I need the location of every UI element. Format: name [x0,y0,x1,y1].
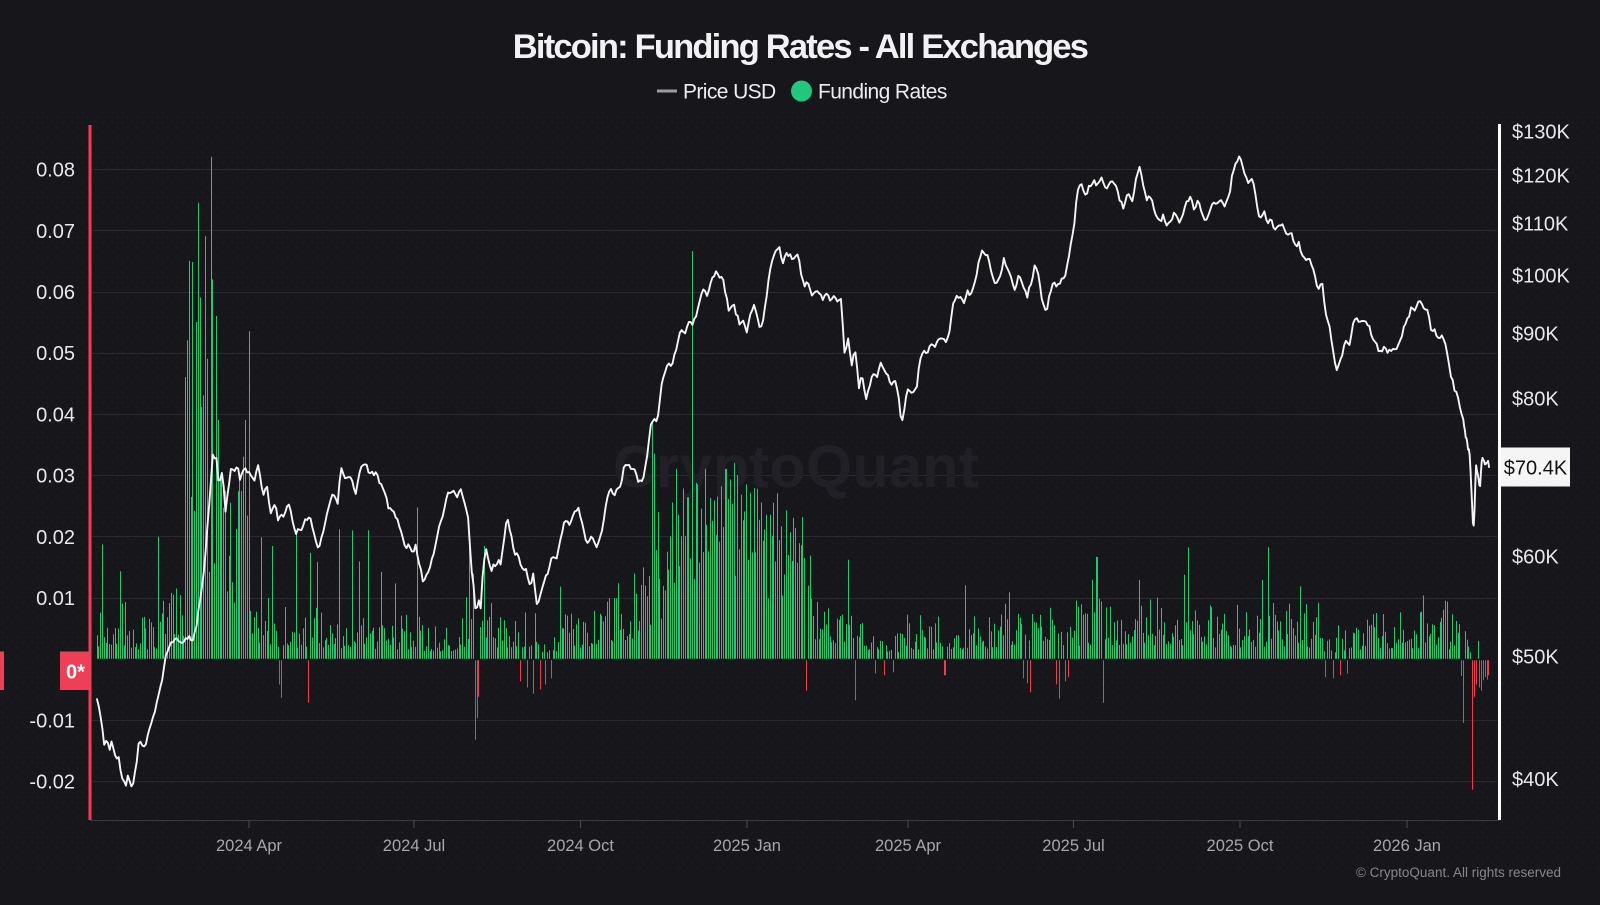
svg-text:0.06: 0.06 [36,282,75,304]
svg-text:0.03: 0.03 [36,466,75,488]
svg-text:0.08: 0.08 [36,160,75,182]
svg-text:$50K: $50K [1512,647,1559,669]
svg-text:2024 Jul: 2024 Jul [383,837,445,855]
svg-text:-0.01: -0.01 [29,710,75,732]
svg-text:$60K: $60K [1512,546,1559,568]
svg-text:$130K: $130K [1512,122,1570,144]
svg-text:2024 Apr: 2024 Apr [216,837,283,855]
svg-text:$70.4K: $70.4K [1504,458,1568,480]
svg-text:$120K: $120K [1512,166,1570,188]
svg-text:© CryptoQuant. All rights rese: © CryptoQuant. All rights reserved [1356,865,1561,880]
svg-text:Bitcoin: Funding Rates - All E: Bitcoin: Funding Rates - All Exchanges [513,28,1088,66]
svg-text:$110K: $110K [1512,213,1569,235]
svg-text:2025 Jan: 2025 Jan [713,837,781,855]
svg-text:2025 Oct: 2025 Oct [1207,837,1274,855]
svg-text:Funding Rates: Funding Rates [818,81,947,104]
svg-text:2025 Apr: 2025 Apr [875,837,942,855]
svg-text:2024 Oct: 2024 Oct [547,837,614,855]
svg-text:0*: 0* [66,662,85,684]
svg-text:2025 Jul: 2025 Jul [1042,837,1104,855]
svg-text:Price USD: Price USD [683,81,776,104]
svg-text:$80K: $80K [1512,388,1559,410]
svg-text:0.04: 0.04 [36,404,75,426]
svg-text:2026 Jan: 2026 Jan [1373,837,1441,855]
svg-text:0.07: 0.07 [36,221,75,243]
svg-text:0.05: 0.05 [36,343,75,365]
svg-text:$40K: $40K [1512,769,1559,791]
svg-text:0.02: 0.02 [36,527,75,549]
svg-text:$100K: $100K [1512,266,1570,288]
svg-text:$90K: $90K [1512,324,1559,346]
svg-text:CryptoQuant: CryptoQuant [613,434,979,500]
svg-text:-0.02: -0.02 [29,772,75,794]
svg-text:0.01: 0.01 [36,588,75,610]
